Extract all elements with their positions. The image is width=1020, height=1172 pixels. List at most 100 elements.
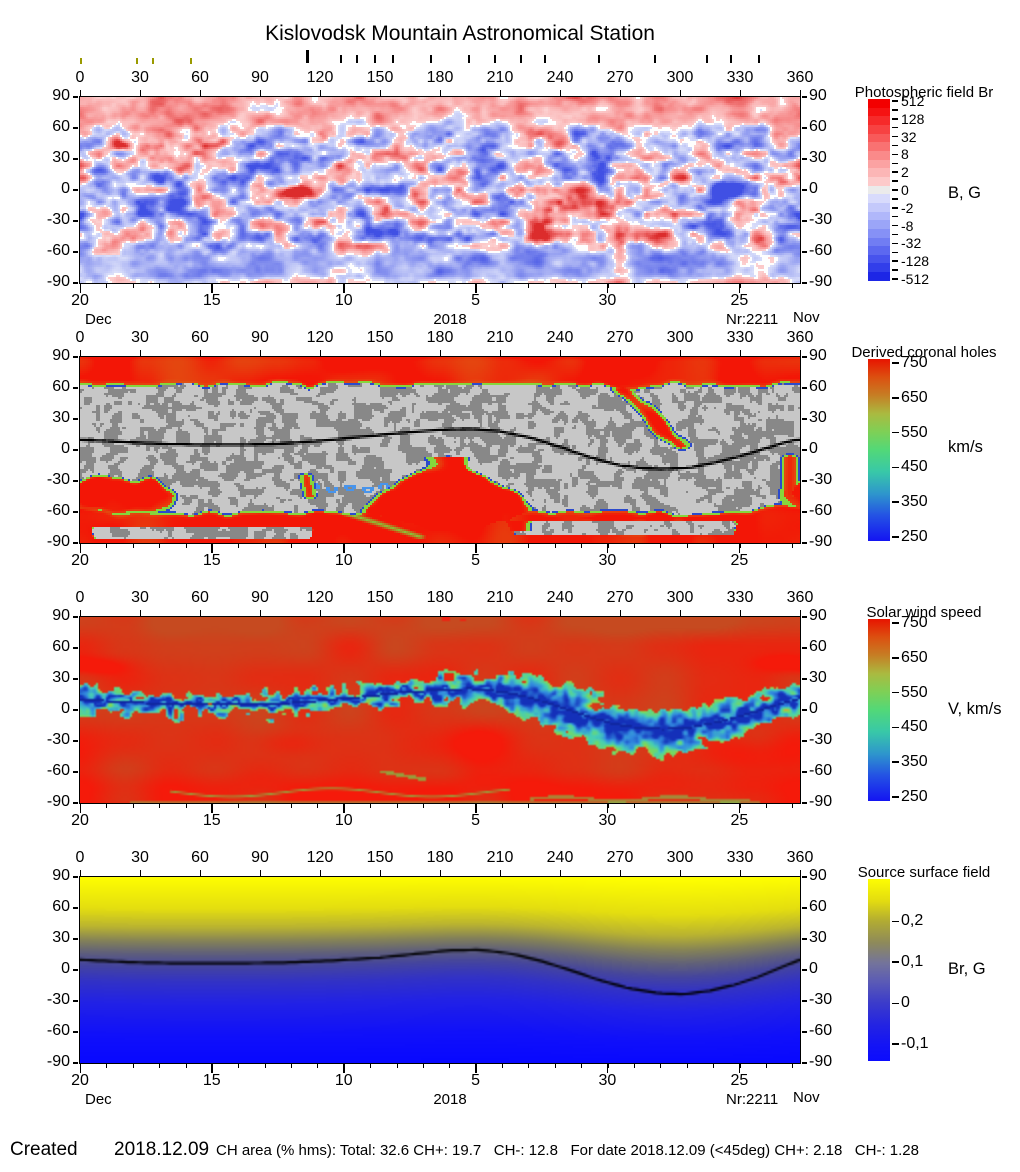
date-minor-tick [370, 804, 372, 808]
colorbar-step [868, 211, 890, 221]
date-minor-tick [185, 1064, 187, 1068]
lon-tick [739, 350, 741, 356]
lat-tick-label: 30 [809, 409, 827, 426]
lat-tick [802, 876, 807, 878]
lon-tick-label: 360 [786, 329, 814, 346]
colorbar-step [868, 99, 890, 108]
lon-tick [79, 610, 81, 616]
date-minor-tick [686, 1064, 688, 1068]
date-major-tick [211, 284, 213, 293]
lat-tick-label: -60 [46, 502, 70, 519]
colorbar-tick [892, 118, 898, 120]
colorbar-tick [892, 126, 898, 129]
lat-tick [802, 189, 807, 191]
lat-tick-label: -30 [809, 471, 833, 488]
date-minor-tick [132, 284, 134, 288]
colorbar-tick-label: -8 [901, 217, 914, 234]
date-minor-tick [686, 804, 688, 808]
lat-tick-label: 0 [61, 700, 70, 717]
colorbar-tick [892, 207, 898, 209]
lon-tick-label: 0 [75, 849, 85, 866]
lat-tick-label: 30 [809, 669, 827, 686]
lat-tick [802, 969, 807, 971]
observation-tick-olive [80, 58, 82, 64]
lat-tick [73, 678, 78, 680]
colorbar-3 [868, 879, 890, 1061]
lat-tick [802, 449, 807, 451]
month-label-nov: Nov [793, 309, 820, 326]
colorbar-tick [892, 269, 898, 271]
date-minor-tick [502, 804, 504, 808]
lon-tick-label: 150 [366, 329, 394, 346]
date-minor-tick [159, 544, 161, 548]
lat-tick-label: 90 [809, 87, 827, 104]
lon-tick-label: 300 [666, 849, 694, 866]
lat-tick-label: -90 [46, 533, 70, 550]
date-label: 5 [471, 292, 481, 309]
lat-tick [73, 1000, 78, 1002]
ch-area-stats: CH area (% hms): Total: 32.6 CH+: 19.7 C… [216, 1142, 919, 1159]
colorbar-tick [892, 180, 898, 182]
lon-tick-label: 0 [75, 69, 85, 86]
date-minor-tick [554, 804, 556, 808]
date-label: 25 [730, 292, 749, 309]
colorbar-tick [892, 242, 898, 245]
lat-tick [802, 1000, 807, 1002]
lat-tick [73, 158, 78, 160]
observation-tick [468, 55, 470, 63]
date-major-tick [475, 284, 477, 293]
lat-tick-label: 0 [61, 180, 70, 197]
colorbar-step [868, 246, 890, 255]
date-minor-tick [581, 284, 583, 288]
observation-tick [430, 55, 432, 63]
date-minor-tick [792, 284, 794, 288]
observation-tick [520, 55, 522, 63]
lon-tick [499, 350, 501, 356]
date-major-tick [343, 1064, 345, 1073]
lat-tick [802, 802, 807, 804]
lon-tick-label: 30 [131, 589, 149, 606]
lon-tick-label: 240 [546, 69, 574, 86]
unit-label-wind-speed: V, km/s [948, 700, 1002, 718]
lon-tick [379, 610, 381, 616]
lat-tick [73, 802, 78, 804]
date-major-tick [738, 544, 741, 553]
date-minor-tick [528, 804, 530, 808]
lat-tick [802, 158, 807, 160]
date-minor-tick [317, 544, 319, 548]
lon-tick-label: 120 [306, 329, 334, 346]
colorbar-2 [868, 619, 890, 801]
date-minor-tick [185, 804, 187, 808]
colorbar-tick [892, 215, 898, 218]
lat-tick [802, 511, 807, 513]
date-label: 20 [71, 292, 89, 309]
colorbar-tick-label: 250 [901, 788, 928, 805]
colorbar-0 [868, 99, 890, 281]
date-minor-tick [159, 284, 161, 288]
lat-tick [802, 938, 807, 940]
lat-tick-label: 90 [52, 867, 70, 884]
lon-tick-label: 240 [546, 589, 574, 606]
lat-tick [802, 907, 807, 909]
colorbar-tick-label: 450 [901, 458, 928, 476]
date-major-tick [79, 284, 81, 293]
date-minor-tick [660, 544, 662, 548]
lon-tick [679, 870, 681, 876]
date-minor-tick [106, 804, 108, 808]
lat-tick-label: -90 [46, 793, 70, 810]
lon-tick [319, 350, 321, 356]
lon-tick-label: 180 [426, 329, 454, 346]
observation-tick [654, 55, 656, 63]
colorbar-tick-label: 8 [901, 146, 909, 163]
colorbar-tick [892, 622, 899, 624]
colorbar-tick [892, 761, 899, 763]
colorbar-tick-label: 450 [901, 718, 928, 736]
lat-tick [802, 709, 807, 711]
date-minor-tick [449, 804, 451, 808]
lon-tick-label: 180 [426, 69, 454, 86]
date-minor-tick [264, 804, 266, 808]
date-major-tick [475, 1064, 477, 1073]
lon-tick-label: 300 [666, 69, 694, 86]
lon-tick-label: 150 [366, 849, 394, 866]
lat-tick [73, 127, 78, 129]
